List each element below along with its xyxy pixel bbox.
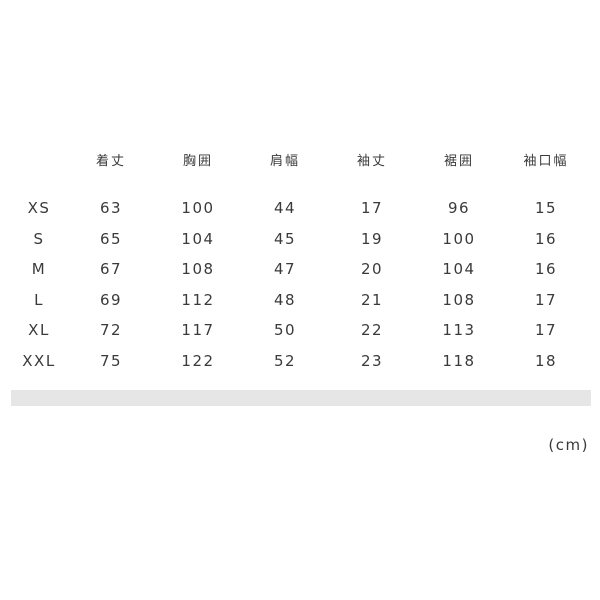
table-cell: 118 <box>442 352 476 370</box>
table-cell: 17 <box>534 290 558 309</box>
table-cell: 44 <box>273 199 297 217</box>
column-header: 裾囲 <box>443 154 474 169</box>
column-header: 肩幅 <box>269 154 300 169</box>
column-header: 胸囲 <box>182 154 213 169</box>
table-cell: 67 <box>99 260 123 279</box>
size-label: XXL <box>22 352 56 370</box>
column-header: 袖口幅 <box>523 154 569 169</box>
size-label: S <box>33 229 45 248</box>
column-header: 着丈 <box>95 154 126 169</box>
table-cell: 108 <box>442 290 476 309</box>
unit-label: (cm) <box>548 436 589 454</box>
size-label: XS <box>27 199 51 217</box>
table-cell: 122 <box>181 352 215 370</box>
table-cell: 52 <box>273 352 297 370</box>
table-cell: 21 <box>360 290 384 309</box>
table-cell: 113 <box>442 321 476 340</box>
table-cell: 108 <box>181 260 215 279</box>
size-label: M <box>31 260 47 279</box>
table-cell: 17 <box>360 199 384 217</box>
size-label: XL <box>28 321 50 340</box>
table-cell: 16 <box>534 260 558 279</box>
table-cell: 45 <box>273 229 297 248</box>
table-cell: 112 <box>181 290 215 309</box>
size-label: L <box>34 290 44 309</box>
table-cell: 17 <box>534 321 558 340</box>
table-cell: 96 <box>447 199 471 217</box>
table-cell: 19 <box>360 229 384 248</box>
divider-bar <box>11 390 591 406</box>
table-cell: 16 <box>534 229 558 248</box>
table-cell: 65 <box>99 229 123 248</box>
table-cell: 50 <box>273 321 297 340</box>
table-cell: 104 <box>181 229 215 248</box>
table-cell: 18 <box>534 352 558 370</box>
table-cell: 23 <box>360 352 384 370</box>
table-cell: 104 <box>442 260 476 279</box>
table-cell: 15 <box>534 199 558 217</box>
table-cell: 69 <box>99 290 123 309</box>
table-cell: 48 <box>273 290 297 309</box>
table-cell: 72 <box>99 321 123 340</box>
table-cell: 47 <box>273 260 297 279</box>
column-header: 袖丈 <box>356 154 387 169</box>
table-cell: 117 <box>181 321 215 340</box>
table-cell: 100 <box>181 199 215 217</box>
table-cell: 22 <box>360 321 384 340</box>
table-cell: 100 <box>442 229 476 248</box>
table-cell: 20 <box>360 260 384 279</box>
table-cell: 63 <box>99 199 123 217</box>
table-cell: 75 <box>99 352 123 370</box>
